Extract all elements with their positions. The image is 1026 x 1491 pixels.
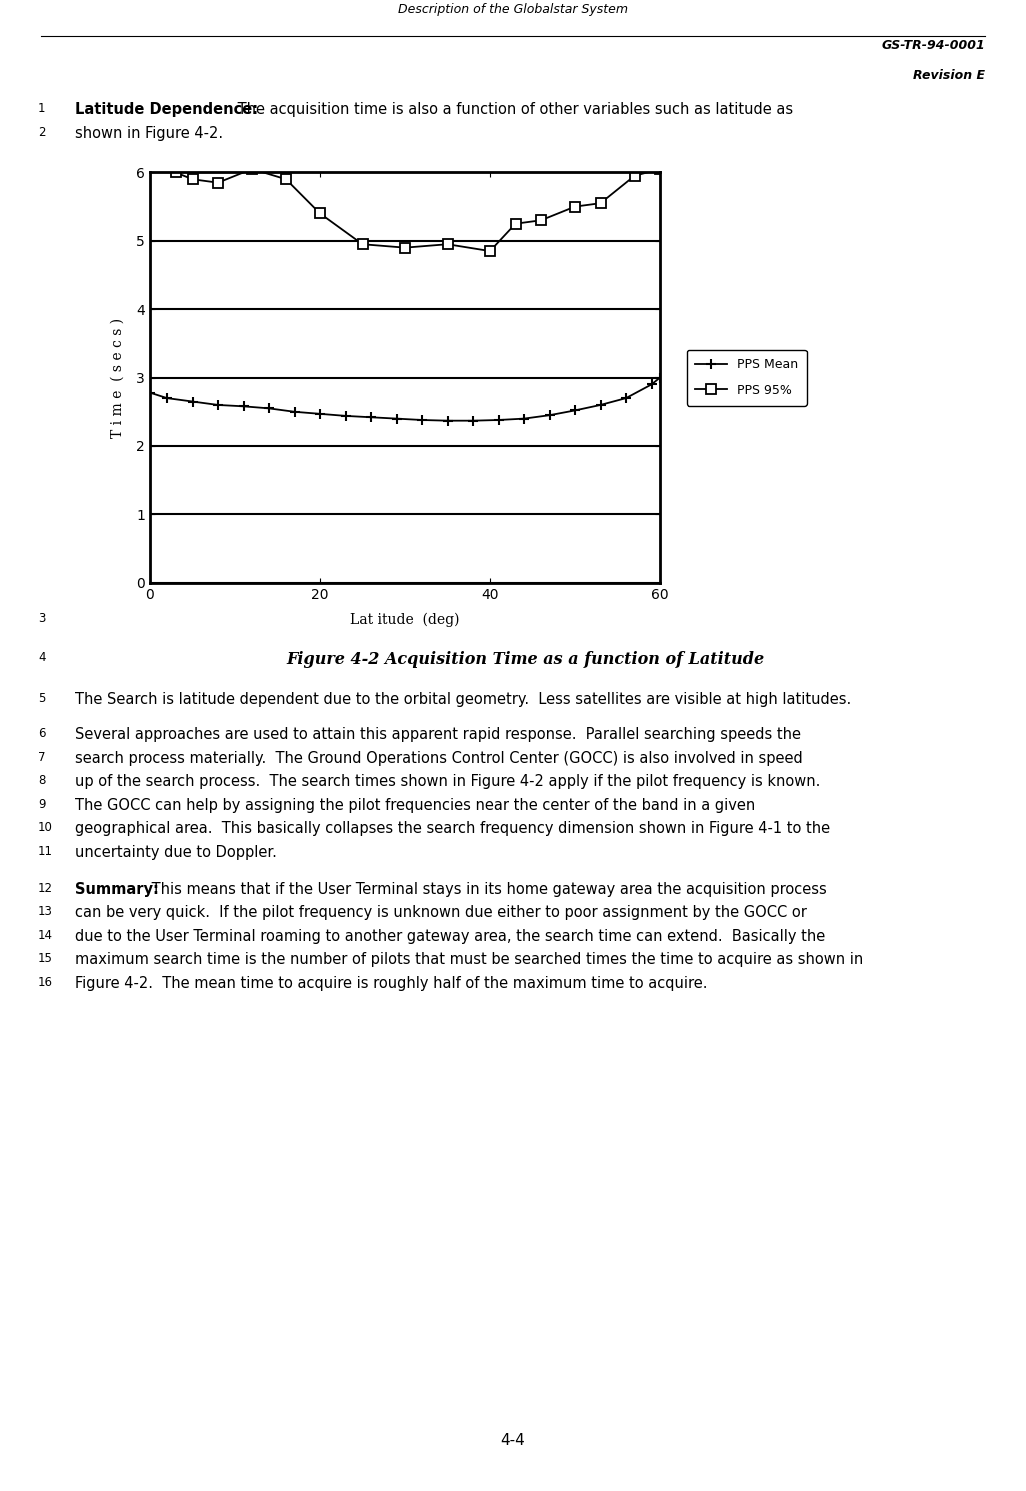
X-axis label: Lat itude  (deg): Lat itude (deg)	[350, 613, 460, 628]
Text: The GOCC can help by assigning the pilot frequencies near the center of the band: The GOCC can help by assigning the pilot…	[75, 798, 755, 813]
PPS Mean	[654, 368, 666, 386]
PPS 95%	[654, 160, 666, 177]
Text: shown in Figure 4-2.: shown in Figure 4-2.	[75, 125, 223, 140]
Y-axis label: T i m e  ( s e c s ): T i m e ( s e c s )	[111, 318, 125, 438]
Text: The Search is latitude dependent due to the orbital geometry.  Less satellites a: The Search is latitude dependent due to …	[75, 692, 852, 707]
Text: due to the User Terminal roaming to another gateway area, the search time can ex: due to the User Terminal roaming to anot…	[75, 929, 825, 944]
PPS Mean	[518, 410, 530, 428]
Text: 10: 10	[38, 822, 53, 833]
Text: Figure 4-2.  The mean time to acquire is roughly half of the maximum time to acq: Figure 4-2. The mean time to acquire is …	[75, 975, 708, 990]
PPS Mean	[594, 397, 606, 414]
PPS Mean	[441, 412, 453, 429]
Text: 11: 11	[38, 844, 53, 857]
Text: Several approaches are used to attain this apparent rapid response.  Parallel se: Several approaches are used to attain th…	[75, 728, 801, 743]
PPS 95%	[509, 215, 521, 233]
Text: 3: 3	[38, 613, 45, 625]
Text: Description of the Globalstar System: Description of the Globalstar System	[398, 3, 628, 16]
Text: GS-TR-94-0001: GS-TR-94-0001	[881, 39, 985, 52]
Text: maximum search time is the number of pilots that must be searched times the time: maximum search time is the number of pil…	[75, 953, 863, 968]
Line: PPS 95%: PPS 95%	[145, 154, 665, 256]
PPS Mean	[390, 410, 402, 428]
Text: 1: 1	[38, 101, 45, 115]
PPS Mean	[187, 392, 199, 410]
Text: 14: 14	[38, 929, 53, 942]
PPS Mean	[144, 383, 156, 401]
PPS Mean	[416, 412, 428, 429]
PPS 95%	[484, 242, 497, 259]
PPS 95%	[535, 212, 547, 230]
PPS 95%	[314, 204, 326, 222]
PPS Mean	[288, 403, 301, 420]
Text: 13: 13	[38, 905, 53, 918]
PPS 95%	[246, 160, 259, 177]
PPS 95%	[356, 236, 368, 253]
PPS Mean	[161, 389, 173, 407]
Text: 9: 9	[38, 798, 45, 811]
PPS 95%	[211, 174, 224, 192]
Text: 4: 4	[38, 652, 45, 663]
Text: 6: 6	[38, 728, 45, 741]
Line: PPS Mean: PPS Mean	[145, 373, 665, 425]
Legend: PPS Mean, PPS 95%: PPS Mean, PPS 95%	[686, 349, 806, 406]
Text: This means that if the User Terminal stays in its home gateway area the acquisit: This means that if the User Terminal sta…	[147, 881, 827, 896]
PPS 95%	[594, 194, 606, 212]
Text: Summary:: Summary:	[75, 881, 159, 896]
Text: 16: 16	[38, 975, 53, 989]
Text: can be very quick.  If the pilot frequency is unknown due either to poor assignm: can be very quick. If the pilot frequenc…	[75, 905, 806, 920]
Text: 5: 5	[38, 692, 45, 705]
PPS Mean	[314, 406, 326, 423]
Text: uncertainty due to Doppler.: uncertainty due to Doppler.	[75, 844, 277, 860]
PPS Mean	[365, 409, 378, 426]
PPS Mean	[645, 376, 658, 394]
PPS Mean	[544, 406, 556, 423]
PPS Mean	[211, 397, 224, 414]
PPS Mean	[620, 389, 632, 407]
Text: Figure 4-2 Acquisition Time as a function of Latitude: Figure 4-2 Acquisition Time as a functio…	[286, 652, 764, 668]
PPS 95%	[144, 149, 156, 167]
Text: geographical area.  This basically collapses the search frequency dimension show: geographical area. This basically collap…	[75, 822, 830, 836]
Text: The acquisition time is also a function of other variables such as latitude as: The acquisition time is also a function …	[233, 101, 793, 118]
PPS 95%	[169, 164, 182, 182]
Text: 7: 7	[38, 751, 45, 763]
Text: 15: 15	[38, 953, 53, 965]
Text: 4-4: 4-4	[501, 1433, 525, 1448]
PPS Mean	[467, 412, 479, 429]
Text: Latitude Dependence:: Latitude Dependence:	[75, 101, 259, 118]
PPS 95%	[187, 170, 199, 188]
PPS Mean	[568, 401, 581, 419]
Text: 8: 8	[38, 774, 45, 787]
PPS 95%	[280, 170, 292, 188]
Text: 2: 2	[38, 125, 45, 139]
Text: 12: 12	[38, 881, 53, 895]
Text: up of the search process.  The search times shown in Figure 4-2 apply if the pil: up of the search process. The search tim…	[75, 774, 821, 789]
PPS Mean	[492, 412, 505, 429]
PPS 95%	[441, 236, 453, 253]
PPS 95%	[399, 239, 411, 256]
Text: Revision E: Revision E	[913, 69, 985, 82]
PPS Mean	[340, 407, 352, 425]
PPS 95%	[628, 167, 640, 185]
PPS Mean	[237, 398, 249, 416]
PPS 95%	[568, 198, 581, 216]
PPS Mean	[263, 400, 275, 417]
Text: search process materially.  The Ground Operations Control Center (GOCC) is also : search process materially. The Ground Op…	[75, 751, 802, 766]
